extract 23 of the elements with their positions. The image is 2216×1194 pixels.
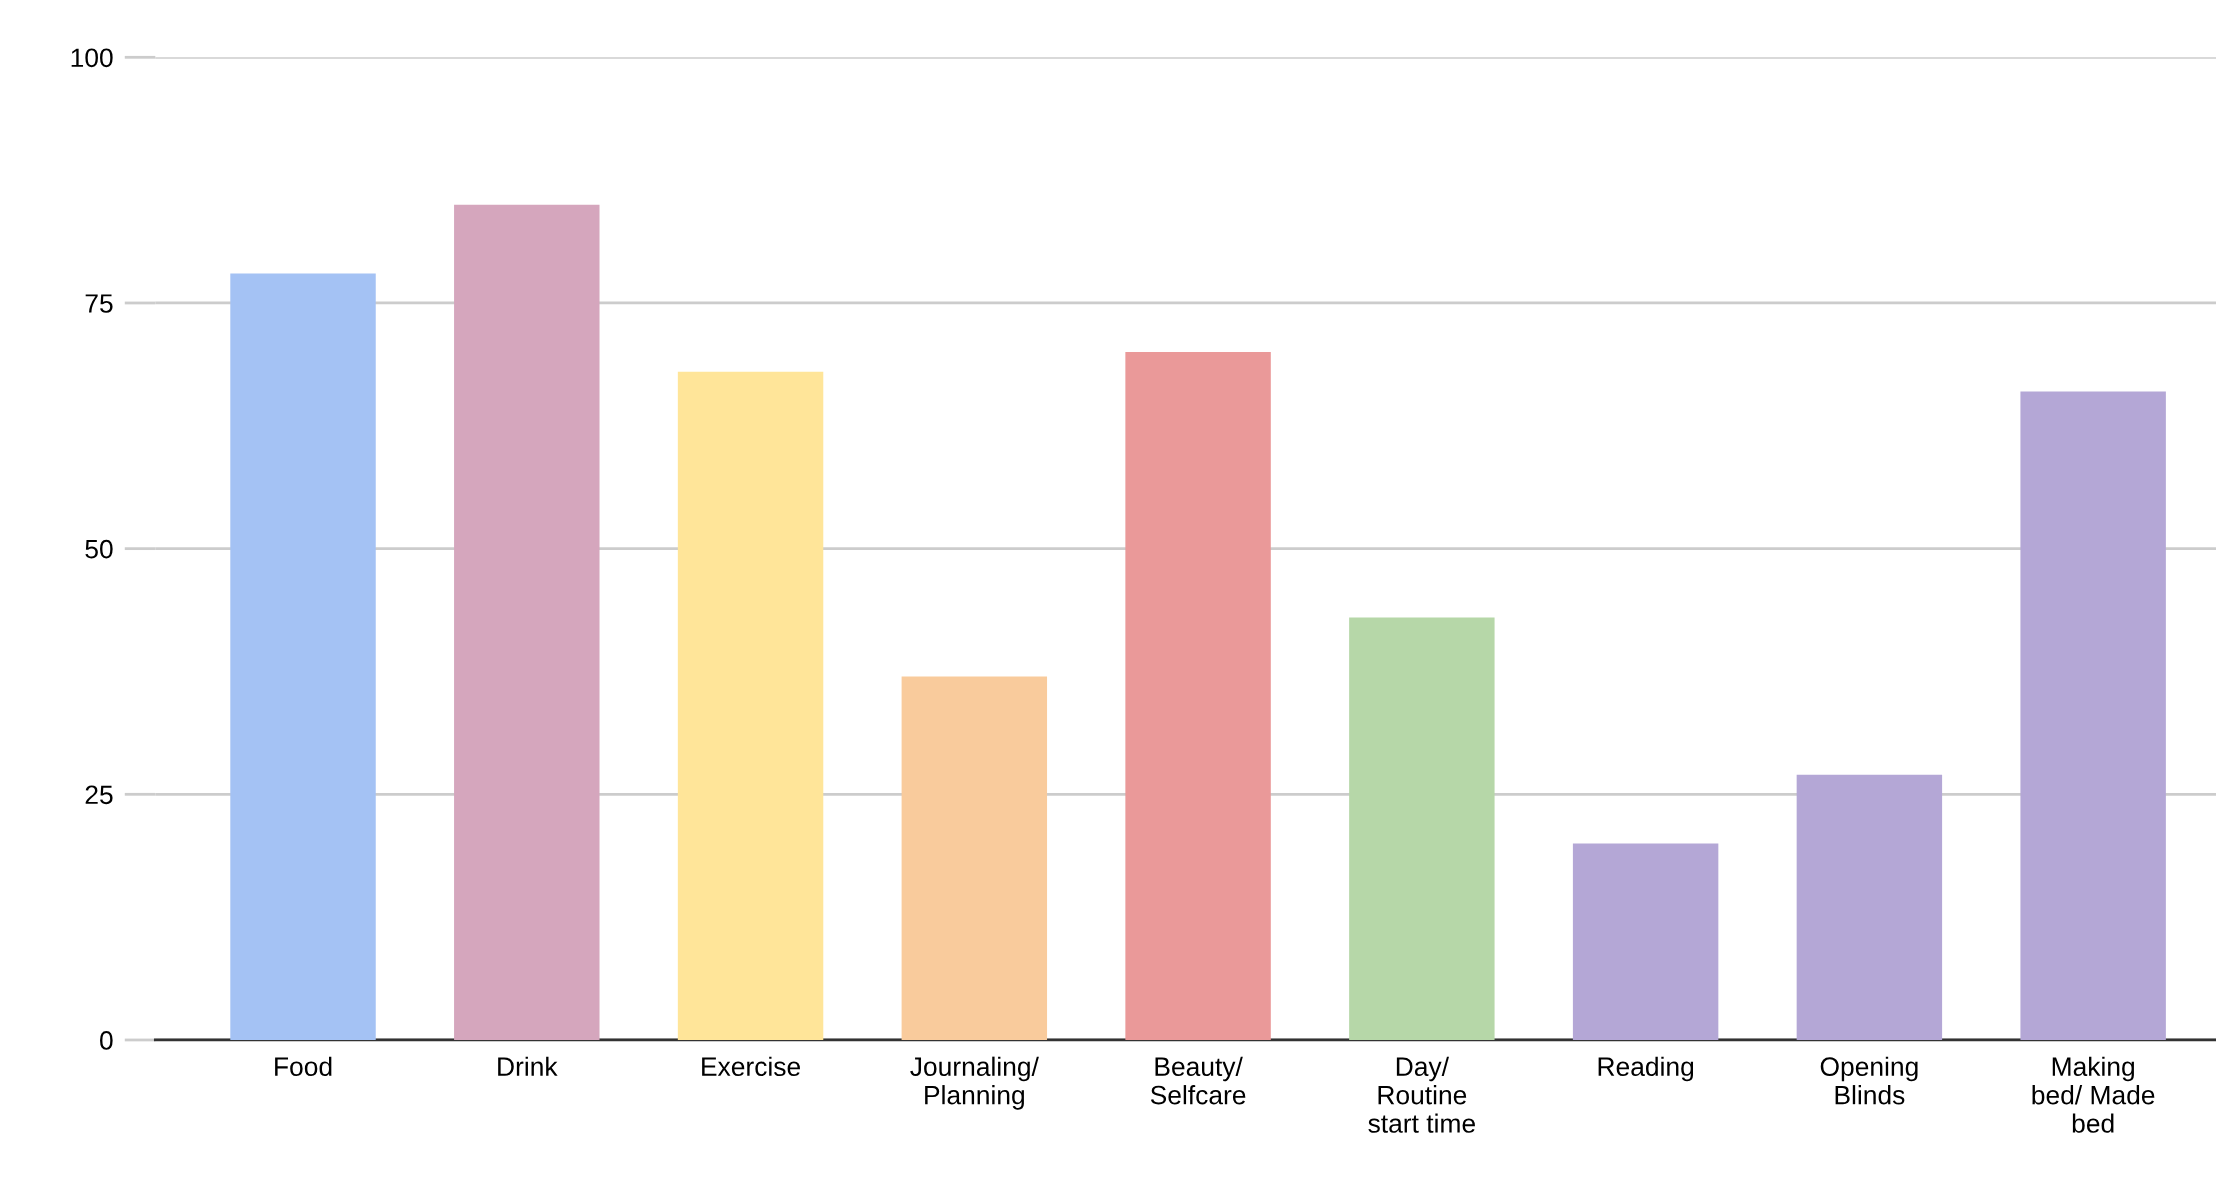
- bar: [1349, 617, 1495, 1040]
- x-tick-label: Beauty/ Selfcare: [1150, 1056, 1246, 1105]
- x-tick-label: Opening Blinds: [1820, 1056, 1918, 1105]
- x-tick-label: Making bed/ Made bed: [2032, 1056, 2155, 1133]
- bar: [901, 676, 1048, 1040]
- bar: [1572, 843, 1719, 1040]
- bar: [230, 273, 376, 1040]
- y-tick-label: 25: [85, 785, 113, 805]
- bar: [1796, 774, 1943, 1040]
- y-tick-label: 75: [85, 294, 113, 313]
- x-tick-label: Exercise: [702, 1056, 800, 1077]
- y-tick-label: 0: [100, 1031, 113, 1050]
- bar: [677, 371, 824, 1040]
- x-tick-label: Journaling/ Planning: [910, 1056, 1039, 1110]
- x-tick-label: Drink: [498, 1056, 558, 1076]
- bar: [2020, 391, 2166, 1040]
- y-tick-label: 100: [71, 48, 113, 68]
- bar: [1125, 352, 1271, 1040]
- y-tick-label: 50: [85, 539, 113, 559]
- x-tick-label: Day/ Routine start time: [1368, 1056, 1475, 1133]
- x-tick-label: Food: [275, 1056, 332, 1077]
- x-tick-label: Reading: [1598, 1056, 1694, 1082]
- bar: [454, 204, 600, 1040]
